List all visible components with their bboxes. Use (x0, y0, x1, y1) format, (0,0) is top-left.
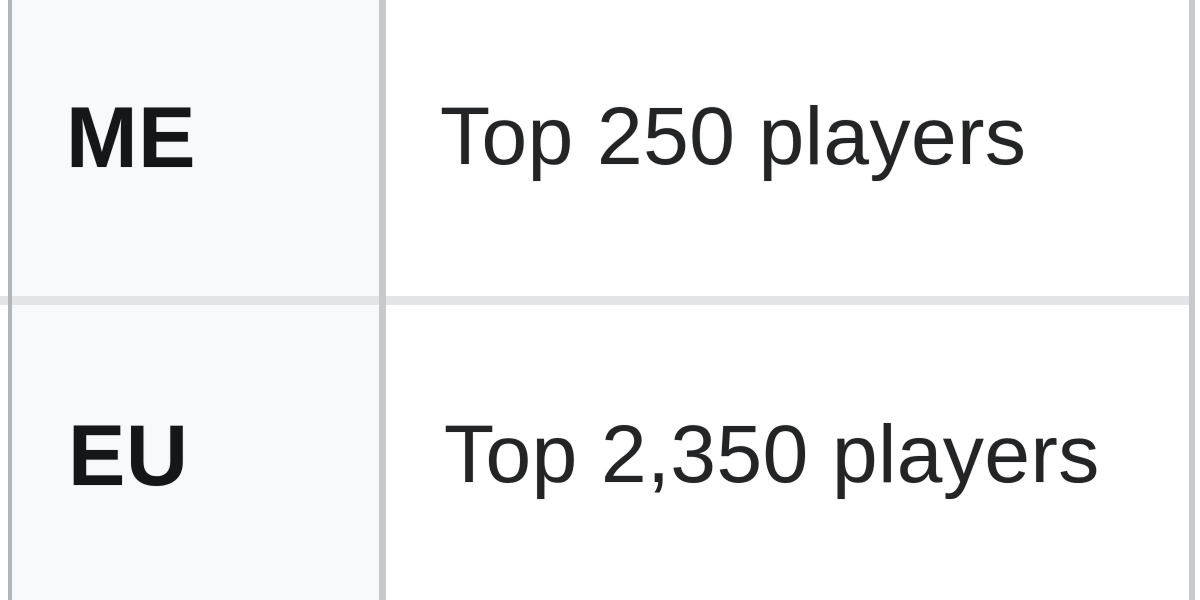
table-outer-left-border (8, 0, 12, 600)
column-divider (379, 0, 386, 600)
table-right-border (1189, 0, 1195, 600)
region-cell-eu: EU (68, 408, 189, 504)
players-cell-me: Top 250 players (440, 91, 1027, 182)
row-divider (0, 296, 1189, 305)
region-cell-me: ME (66, 90, 196, 186)
players-cell-eu: Top 2,350 players (444, 409, 1100, 500)
